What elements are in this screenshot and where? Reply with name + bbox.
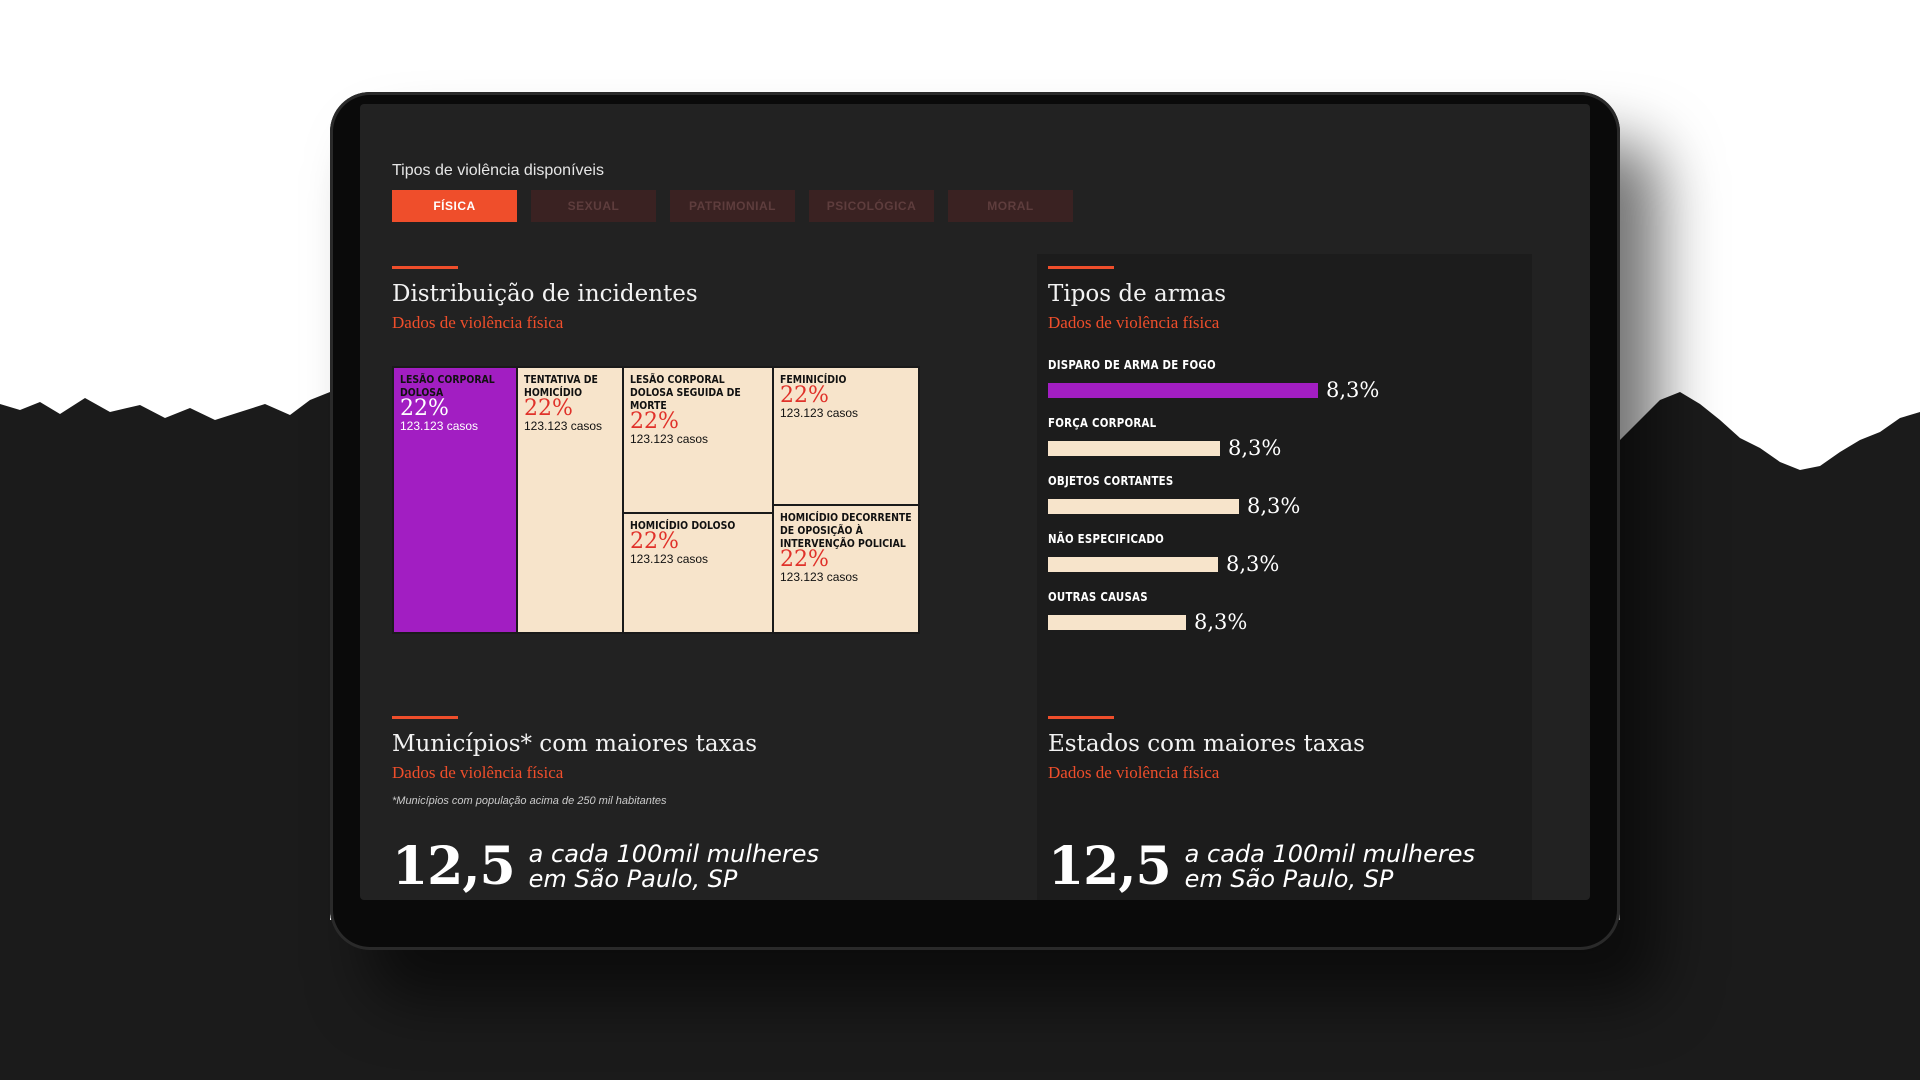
tab-fisica[interactable]: FÍSICA xyxy=(392,190,517,222)
treemap-cell[interactable]: TENTATIVA DE HOMICÍDIO 22% 123.123 casos xyxy=(518,368,622,632)
cell-percent: 22% xyxy=(400,396,449,421)
tab-sexual[interactable]: SEXUAL xyxy=(531,190,656,222)
treemap-cell[interactable]: FEMINICÍDIO 22% 123.123 casos xyxy=(774,368,918,504)
weapon-row[interactable]: OBJETOS CORTANTES 8,3% xyxy=(1048,474,1518,532)
right-column-panel xyxy=(1037,254,1532,900)
cell-count: 123.123 casos xyxy=(630,552,709,566)
weapon-bar xyxy=(1048,498,1239,514)
treemap-cell[interactable]: HOMICÍDIO DECORRENTE DE OPOSIÇÃO À INTER… xyxy=(774,506,918,632)
cell-label: LESÃO CORPORAL DOLOSA xyxy=(400,373,495,399)
treemap-cell[interactable]: LESÃO CORPORAL DOLOSA 22% 123.123 casos xyxy=(394,368,516,632)
municipalities-header: Municípios* com maiores taxas Dados de v… xyxy=(392,716,757,807)
states-header: Estados com maiores taxas Dados de violê… xyxy=(1048,716,1365,783)
municipalities-title: Municípios* com maiores taxas xyxy=(392,731,758,757)
weapons-header: Tipos de armas Dados de violência física xyxy=(1048,266,1226,333)
weapon-label: FORÇA CORPORAL xyxy=(1048,416,1157,430)
weapon-label: NÃO ESPECIFICADO xyxy=(1048,532,1165,546)
cell-count: 123.123 casos xyxy=(524,419,603,433)
stat-caption-line: a cada 100mil mulheres xyxy=(528,839,819,868)
treemap-cell[interactable]: LESÃO CORPORAL DOLOSA SEGUIDA DE MORTE 2… xyxy=(624,368,772,512)
cell-label: HOMICÍDIO DECORRENTE DE OPOSIÇÃO À INTER… xyxy=(780,511,912,550)
municipalities-note: *Municípios com população acima de 250 m… xyxy=(392,795,667,807)
incidents-subtitle: Dados de violência física xyxy=(392,313,564,332)
cell-count: 123.123 casos xyxy=(400,419,479,433)
accent-line xyxy=(1048,716,1114,719)
treemap-cell[interactable]: HOMICÍDIO DOLOSO 22% 123.123 casos xyxy=(624,514,772,632)
incidents-title: Distribuição de incidentes xyxy=(392,281,698,307)
cell-percent: 22% xyxy=(630,409,679,434)
stat-number: 12,5 xyxy=(392,836,516,897)
cell-label: HOMICÍDIO DOLOSO xyxy=(630,519,736,532)
cell-label: FEMINICÍDIO xyxy=(780,373,847,386)
tablet-frame: Tipos de violência disponíveis FÍSICA SE… xyxy=(330,92,1620,950)
weapon-bar xyxy=(1048,614,1186,630)
weapon-bar xyxy=(1048,556,1218,572)
cell-count: 123.123 casos xyxy=(630,432,709,446)
weapon-bar xyxy=(1048,382,1318,398)
municipalities-stat: 12,5 a cada 100mil mulheres em São Paulo… xyxy=(392,836,819,897)
municipalities-subtitle: Dados de violência física xyxy=(392,763,564,782)
cell-percent: 22% xyxy=(780,383,829,408)
weapon-row[interactable]: NÃO ESPECIFICADO 8,3% xyxy=(1048,532,1518,590)
accent-line xyxy=(1048,266,1114,269)
stat-caption-line: em São Paulo, SP xyxy=(528,864,738,893)
tab-moral[interactable]: MORAL xyxy=(948,190,1073,222)
stat-caption-line: em São Paulo, SP xyxy=(1184,864,1394,893)
weapon-value: 8,3% xyxy=(1226,552,1280,576)
incidents-header: Distribuição de incidentes Dados de viol… xyxy=(392,266,698,333)
accent-line xyxy=(392,716,458,719)
tab-psicologica[interactable]: PSICOLÓGICA xyxy=(809,190,934,222)
weapon-row[interactable]: DISPARO DE ARMA DE FOGO 8,3% xyxy=(1048,358,1518,416)
cell-percent: 22% xyxy=(524,396,573,421)
weapons-subtitle: Dados de violência física xyxy=(1048,313,1220,332)
accent-line xyxy=(392,266,458,269)
weapon-row[interactable]: FORÇA CORPORAL 8,3% xyxy=(1048,416,1518,474)
dashboard-screen: Tipos de violência disponíveis FÍSICA SE… xyxy=(360,104,1590,900)
weapon-value: 8,3% xyxy=(1228,436,1282,460)
cell-count: 123.123 casos xyxy=(780,406,859,420)
stat-caption: a cada 100mil mulheres em São Paulo, SP xyxy=(528,839,819,893)
weapon-value: 8,3% xyxy=(1194,610,1248,634)
weapons-bar-list: DISPARO DE ARMA DE FOGO 8,3% FORÇA CORPO… xyxy=(1048,358,1518,648)
cell-label: TENTATIVA DE HOMICÍDIO xyxy=(524,373,598,399)
tab-patrimonial[interactable]: PATRIMONIAL xyxy=(670,190,795,222)
states-stat: 12,5 a cada 100mil mulheres em São Paulo… xyxy=(1048,836,1475,897)
weapon-label: OUTRAS CAUSAS xyxy=(1048,590,1148,604)
weapon-row[interactable]: OUTRAS CAUSAS 8,3% xyxy=(1048,590,1518,648)
weapon-value: 8,3% xyxy=(1247,494,1301,518)
stat-caption: a cada 100mil mulheres em São Paulo, SP xyxy=(1184,839,1475,893)
cell-count: 123.123 casos xyxy=(780,570,859,584)
cell-percent: 22% xyxy=(630,529,679,554)
weapons-title: Tipos de armas xyxy=(1048,281,1227,307)
filters-label: Tipos de violência disponíveis xyxy=(392,162,604,179)
stat-number: 12,5 xyxy=(1048,836,1172,897)
weapon-bar xyxy=(1048,440,1220,456)
states-subtitle: Dados de violência física xyxy=(1048,763,1220,782)
stat-caption-line: a cada 100mil mulheres xyxy=(1184,839,1475,868)
incidents-treemap: LESÃO CORPORAL DOLOSA 22% 123.123 casos … xyxy=(392,366,920,634)
cell-percent: 22% xyxy=(780,547,829,572)
weapon-label: OBJETOS CORTANTES xyxy=(1048,474,1174,488)
violence-type-tabs: FÍSICA SEXUAL PATRIMONIAL PSICOLÓGICA MO… xyxy=(392,190,1073,222)
cell-label: LESÃO CORPORAL DOLOSA SEGUIDA DE MORTE xyxy=(630,373,741,412)
states-title: Estados com maiores taxas xyxy=(1048,731,1365,757)
weapon-label: DISPARO DE ARMA DE FOGO xyxy=(1048,358,1216,372)
weapon-value: 8,3% xyxy=(1326,378,1380,402)
